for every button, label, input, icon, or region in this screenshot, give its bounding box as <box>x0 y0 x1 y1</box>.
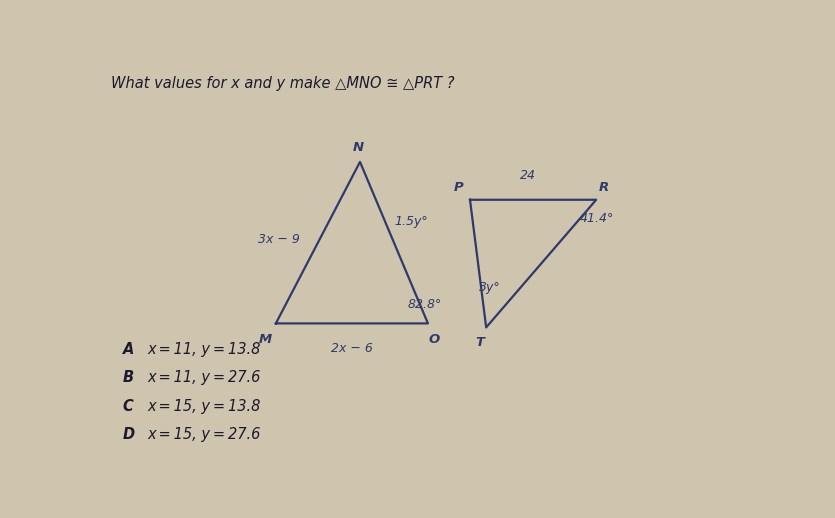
Text: 1.5y°: 1.5y° <box>394 215 428 228</box>
Text: What values for x and y make △MNO ≅ △PRT ?: What values for x and y make △MNO ≅ △PRT… <box>111 76 454 91</box>
Text: 2x − 6: 2x − 6 <box>331 342 372 355</box>
Text: P: P <box>454 181 464 194</box>
Text: O: O <box>429 333 440 346</box>
Text: D: D <box>123 427 134 442</box>
Text: N: N <box>353 141 364 154</box>
Text: M: M <box>258 333 271 346</box>
Text: A: A <box>123 342 134 357</box>
Text: R: R <box>599 181 609 194</box>
Text: 3x − 9: 3x − 9 <box>258 233 300 246</box>
Text: 24: 24 <box>520 169 536 182</box>
Text: B: B <box>123 370 134 385</box>
Text: x = 15, y = 27.6: x = 15, y = 27.6 <box>147 427 261 442</box>
Text: x = 11, y = 27.6: x = 11, y = 27.6 <box>147 370 261 385</box>
Text: x = 11, y = 13.8: x = 11, y = 13.8 <box>147 342 261 357</box>
Text: T: T <box>475 336 484 349</box>
Text: 3y°: 3y° <box>479 281 501 294</box>
Text: 82.8°: 82.8° <box>407 298 442 311</box>
Text: x = 15, y = 13.8: x = 15, y = 13.8 <box>147 399 261 414</box>
Text: 41.4°: 41.4° <box>580 212 615 225</box>
Text: C: C <box>123 399 134 414</box>
